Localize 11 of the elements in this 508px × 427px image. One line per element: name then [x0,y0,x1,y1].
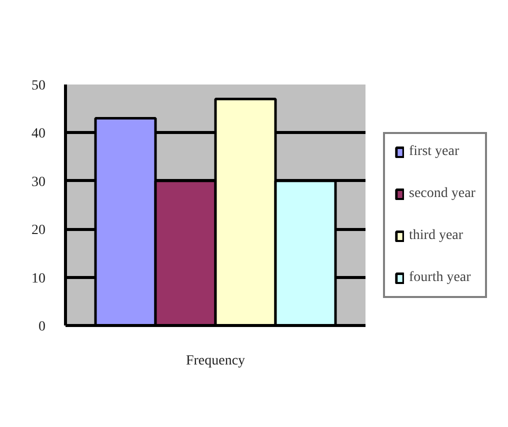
y-tick-label: 40 [32,126,46,142]
y-tick-label: 0 [38,320,46,334]
legend-label: third year [409,228,464,244]
x-axis-title: Frequency [186,354,246,368]
legend-label: first year [409,144,460,160]
y-tick-label: 10 [32,271,46,286]
y-tick-label: 50 [32,78,46,94]
y-tick-label: 20 [32,223,46,238]
legend-label: second year [409,186,476,202]
y-tick-label: 30 [32,174,46,190]
legend-label: fourth year [409,270,471,286]
